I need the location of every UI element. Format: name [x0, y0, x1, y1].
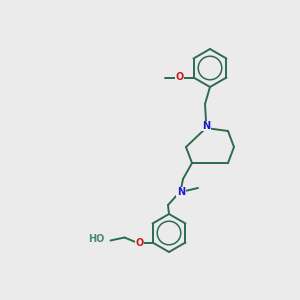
Text: N: N: [202, 121, 210, 131]
Text: N: N: [177, 187, 185, 197]
Text: O: O: [135, 238, 144, 248]
Text: O: O: [176, 73, 184, 82]
Text: HO: HO: [88, 235, 104, 244]
